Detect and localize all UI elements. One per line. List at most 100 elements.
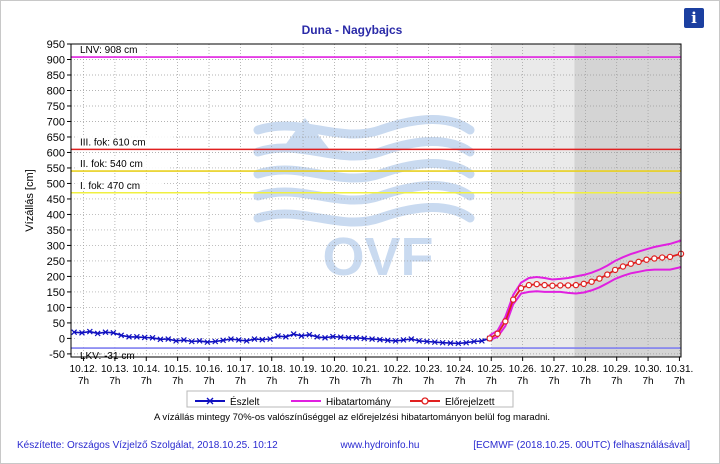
reference-label-bg bbox=[76, 179, 163, 191]
forecast-note: A vízállás mintegy 70%-os valószínűségge… bbox=[154, 412, 550, 423]
observed-point bbox=[86, 328, 93, 335]
x-tick-date: 10.18. bbox=[258, 364, 286, 375]
x-tick-hour: 7h bbox=[172, 376, 183, 387]
forecast-point bbox=[611, 266, 619, 274]
x-tick-date: 10.13. bbox=[101, 364, 129, 375]
legend: Észlelt Hibatartomány Előrejelzett bbox=[186, 390, 514, 408]
x-tick-hour: 7h bbox=[78, 376, 89, 387]
reference-label: II. fok: 540 cm bbox=[80, 159, 143, 170]
x-tick-hour: 7h bbox=[266, 376, 277, 387]
x-tick-hour: 7h bbox=[298, 376, 309, 387]
x-tick-hour: 7h bbox=[517, 376, 528, 387]
observed-point bbox=[431, 339, 438, 346]
y-axis-label: Vízállás [cm] bbox=[24, 169, 36, 231]
y-tick-label: 950 bbox=[47, 39, 65, 51]
x-tick-date: 10.12. bbox=[70, 364, 98, 375]
observed-point bbox=[337, 334, 344, 341]
observed-point bbox=[149, 334, 156, 341]
forecast-shade-1 bbox=[574, 44, 681, 357]
x-tick-date: 10.25. bbox=[477, 364, 505, 375]
forecast-point bbox=[572, 281, 580, 289]
y-axis: -50 0 50 100 150 200 250 300 350 400 450 500 550 600 6… bbox=[47, 39, 71, 361]
legend-label: Észlelt bbox=[230, 395, 260, 408]
observed-point bbox=[126, 333, 132, 340]
observed-point bbox=[165, 336, 172, 342]
observed-point bbox=[267, 336, 274, 342]
forecast-point bbox=[666, 253, 674, 261]
forecast-shading bbox=[491, 44, 681, 357]
forecast-point bbox=[619, 263, 627, 270]
observed-point bbox=[424, 338, 430, 345]
observed-point bbox=[102, 329, 109, 336]
forecast-shade-0 bbox=[491, 44, 575, 357]
observed-point bbox=[400, 337, 407, 343]
forecast-point bbox=[557, 282, 564, 289]
y-tick-label: -50 bbox=[49, 349, 65, 361]
forecast-point bbox=[502, 318, 509, 325]
observed-point bbox=[361, 335, 368, 342]
x-tick-date: 10.31. bbox=[666, 364, 694, 375]
y-tick-label: 100 bbox=[47, 302, 65, 314]
y-tick-label: 300 bbox=[47, 240, 65, 252]
plot-border bbox=[70, 43, 682, 358]
observed-point bbox=[180, 337, 187, 343]
x-tick-hour: 7h bbox=[486, 376, 497, 387]
chart-title: Duna - Nagybajcs bbox=[302, 23, 403, 37]
observed-point bbox=[463, 339, 470, 346]
forecast-point bbox=[486, 335, 493, 342]
footer-author: Készítette: Országos Vízjelző Szolgálat,… bbox=[17, 440, 278, 451]
x-tick-date: 10.30. bbox=[634, 364, 662, 375]
x-tick-date: 10.17. bbox=[226, 364, 254, 375]
legend-label: Előrejelzett bbox=[445, 397, 495, 408]
reference-label-bg bbox=[76, 158, 168, 170]
observed-point bbox=[322, 334, 328, 341]
footer-website-link[interactable]: www.hydroinfo.hu bbox=[340, 440, 420, 451]
watermark-drop bbox=[280, 118, 330, 152]
x-tick-hour: 7h bbox=[454, 376, 465, 387]
observed-point bbox=[384, 337, 391, 344]
info-icon[interactable]: i bbox=[684, 8, 704, 28]
forecast-point bbox=[580, 280, 587, 288]
legend-marker bbox=[421, 397, 429, 405]
x-tick-date: 10.24. bbox=[446, 364, 474, 375]
legend-box bbox=[186, 390, 514, 408]
y-tick-label: 200 bbox=[47, 271, 65, 283]
observed-point bbox=[235, 337, 242, 343]
y-tick-label: 600 bbox=[47, 147, 65, 159]
reference-label: I. fok: 470 cm bbox=[80, 181, 140, 192]
observed-point bbox=[314, 333, 321, 340]
observed-point bbox=[471, 338, 477, 345]
forecast-point bbox=[643, 256, 650, 263]
x-tick-hour: 7h bbox=[141, 376, 152, 387]
observed-point bbox=[376, 336, 383, 343]
observed-point bbox=[439, 339, 446, 346]
x-tick-hour: 7h bbox=[329, 376, 340, 387]
reference-levels: LNV: 908 cm III. fok: 610 cm II. fok: 540 … bbox=[71, 44, 681, 362]
reference-label-bg bbox=[76, 44, 146, 56]
y-tick-label: 550 bbox=[47, 163, 65, 175]
y-tick-label: 900 bbox=[47, 54, 65, 66]
reference-label: III. fok: 610 cm bbox=[80, 137, 146, 148]
observed-point bbox=[196, 337, 203, 344]
observed-point bbox=[290, 331, 297, 337]
observed-point bbox=[173, 337, 179, 344]
y-tick-label: 500 bbox=[47, 178, 65, 190]
forecast-point bbox=[627, 260, 635, 267]
x-tick-date: 10.29. bbox=[603, 364, 631, 375]
x-tick-hour: 7h bbox=[548, 376, 559, 387]
observed-point bbox=[220, 337, 227, 344]
x-tick-date: 10.23. bbox=[415, 364, 443, 375]
x-tick-hour: 7h bbox=[235, 376, 246, 387]
x-tick-date: 10.16. bbox=[195, 364, 223, 375]
observed-point bbox=[228, 336, 234, 342]
x-tick-hour: 7h bbox=[109, 376, 120, 387]
forecast-point bbox=[517, 285, 525, 292]
observed-point bbox=[447, 340, 454, 346]
error-band-upper-line bbox=[489, 239, 682, 337]
forecast-point bbox=[494, 330, 501, 337]
y-tick-label: 800 bbox=[47, 85, 65, 97]
y-tick-label: 350 bbox=[47, 225, 65, 237]
observed-point bbox=[212, 338, 219, 345]
observed-point bbox=[369, 336, 376, 342]
